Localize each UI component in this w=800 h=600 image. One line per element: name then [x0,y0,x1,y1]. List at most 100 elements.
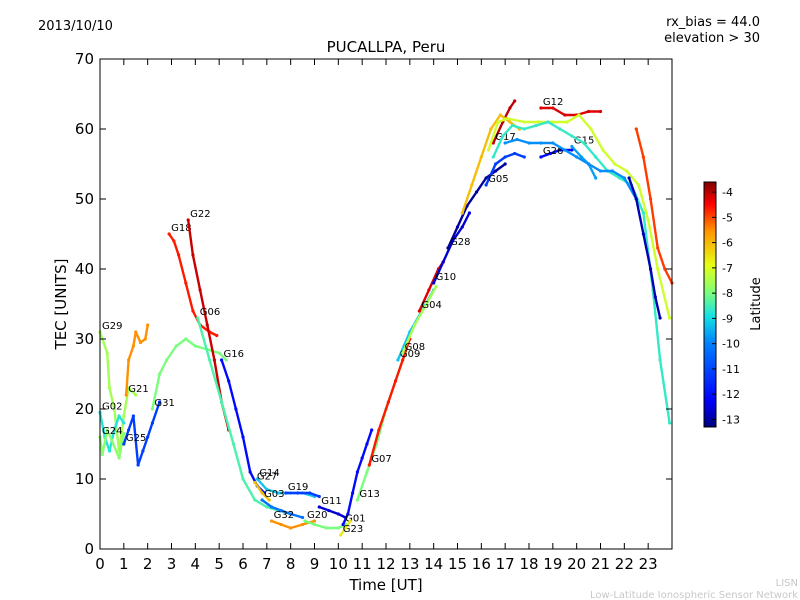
data-point [303,519,307,523]
data-point [539,106,543,110]
data-point [308,491,312,495]
data-point [100,452,104,457]
data-point [522,127,526,131]
data-point [343,526,348,530]
data-point [253,498,257,502]
data-point [551,120,555,124]
x-tick-label: 19 [543,555,562,573]
data-point [548,151,553,156]
data-point [648,267,653,271]
data-point [522,120,526,124]
data-point [312,522,317,527]
data-point [157,372,162,376]
colorbar-tick-label: -10 [722,338,740,351]
data-point [424,302,429,306]
data-point [367,463,371,467]
data-point [508,120,512,124]
satellite-label: G19 [288,482,308,493]
data-point [668,421,672,425]
data-point [441,260,445,264]
data-point [193,344,197,348]
satellite-label: G17 [495,132,515,143]
satellite-label: G11 [321,496,341,507]
data-point [656,267,660,271]
x-tick-label: 16 [472,555,491,573]
satellite-label: G02 [102,402,122,413]
colorbar-tick-label: -11 [722,363,740,376]
data-point [346,512,350,516]
data-point [393,379,398,383]
data-point [386,400,390,404]
data-point [336,512,340,516]
data-point [594,176,598,180]
series-line [487,113,671,320]
x-tick-label: 8 [286,555,296,573]
data-point [598,169,603,173]
data-point [641,211,646,215]
satellite-label: G03 [264,489,284,500]
satellite-label: G26 [543,146,563,157]
satellite-label: G23 [343,524,363,535]
data-point [157,400,162,404]
data-point [105,351,109,355]
data-point [191,309,195,313]
data-point [146,323,150,327]
data-point [117,414,121,418]
data-point [515,137,519,142]
data-point [277,491,281,495]
data-point [141,449,145,453]
data-point [594,155,598,159]
data-point [534,123,538,128]
data-point [658,358,662,362]
colorbar-tick-label: -5 [722,211,733,224]
y-tick-label: 20 [75,400,94,418]
satellite-label: G09 [400,349,420,360]
satellite-label: G32 [274,510,294,521]
data-point [570,148,574,152]
satellite-label: G28 [450,237,470,248]
footer-network-text: Low-Latitude Ionospheric Sensor Network [590,590,798,600]
data-point [575,155,579,159]
y-tick-label: 50 [75,190,94,208]
data-point [300,515,305,520]
data-point [622,176,626,180]
data-point [496,120,500,124]
x-tick-label: 9 [310,555,320,573]
x-tick-label: 2 [143,555,153,573]
x-tick-label: 7 [262,555,272,573]
data-point [401,358,405,362]
data-point [110,438,114,443]
data-point [136,463,140,467]
data-point [474,190,479,194]
data-point [613,162,617,166]
data-point [150,407,155,411]
data-point [167,232,171,236]
colorbar [703,181,717,428]
data-point [248,470,252,474]
axes-layer: 0 1 2 3 4 5 6 7 8 9 10 11 12 13 14 15 16 17 18 19 20 21 22 2301… [75,50,672,573]
data-point [265,505,269,509]
data-point [124,393,128,397]
plot-frame [99,58,673,550]
data-point [641,155,646,159]
data-point [122,421,126,425]
data-point [498,113,502,117]
data-point [360,456,364,460]
x-tick-label: 13 [400,555,419,573]
data-point [503,141,507,145]
rx-bias-label: rx_bias = 44.0 [666,15,760,30]
data-point [413,323,417,327]
y-axis-label: TEC [UNITS] [52,259,70,351]
data-point [317,494,321,499]
colorbar-tick-label: -13 [722,413,740,426]
data-point [138,340,143,345]
satellite-label: G25 [126,433,146,444]
colorbar-tick-label: -7 [722,262,733,275]
data-point [522,155,526,159]
series-line [284,491,321,498]
data-point [589,127,593,131]
data-point [122,442,126,446]
data-point [355,498,359,502]
data-point [401,351,405,355]
